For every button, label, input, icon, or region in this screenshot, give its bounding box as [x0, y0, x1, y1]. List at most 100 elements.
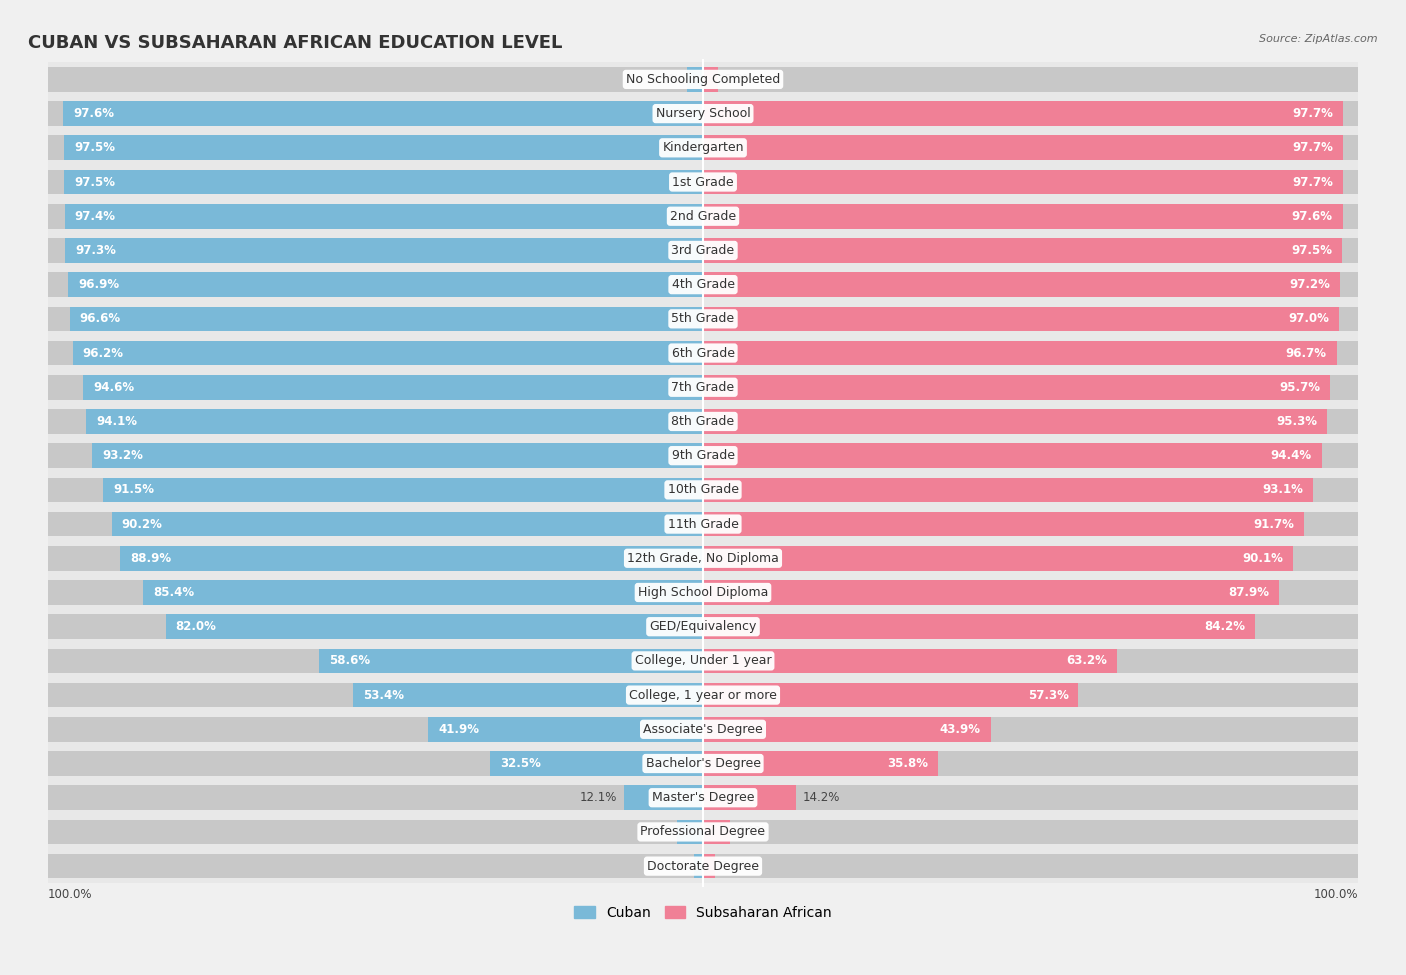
Text: 97.5%: 97.5% [75, 141, 115, 154]
Text: Source: ZipAtlas.com: Source: ZipAtlas.com [1260, 34, 1378, 44]
Text: 95.7%: 95.7% [1279, 381, 1320, 394]
Text: 96.9%: 96.9% [77, 278, 120, 292]
Bar [703, 204, 1343, 228]
Bar [48, 815, 1358, 849]
Bar [48, 439, 1358, 473]
Text: 2.5%: 2.5% [651, 73, 681, 86]
Bar [703, 820, 730, 844]
Bar [703, 306, 1358, 332]
Bar [48, 849, 1358, 883]
Text: CUBAN VS SUBSAHARAN AFRICAN EDUCATION LEVEL: CUBAN VS SUBSAHARAN AFRICAN EDUCATION LE… [28, 34, 562, 52]
Bar [703, 272, 1340, 297]
Bar [703, 786, 796, 810]
Bar [703, 444, 1322, 468]
Bar [48, 781, 1358, 815]
Bar [703, 478, 1313, 502]
Bar [48, 165, 1358, 199]
Bar [48, 854, 703, 878]
Bar [48, 712, 1358, 747]
Text: 93.2%: 93.2% [103, 449, 143, 462]
Text: 9th Grade: 9th Grade [672, 449, 734, 462]
Bar [48, 170, 703, 194]
Bar [48, 786, 703, 810]
Bar [48, 136, 703, 160]
Bar [703, 170, 1358, 194]
Bar [703, 614, 1254, 639]
Text: 58.6%: 58.6% [329, 654, 370, 668]
Text: 91.7%: 91.7% [1253, 518, 1294, 530]
Text: 90.2%: 90.2% [122, 518, 163, 530]
Bar [48, 238, 703, 262]
Bar [48, 546, 703, 570]
Bar [48, 575, 1358, 609]
Text: 97.0%: 97.0% [1288, 312, 1329, 326]
Bar [93, 444, 703, 468]
Text: 32.5%: 32.5% [501, 757, 541, 770]
Text: 57.3%: 57.3% [1028, 688, 1069, 702]
Text: 2nd Grade: 2nd Grade [669, 210, 737, 222]
Bar [48, 101, 703, 126]
Text: 2.3%: 2.3% [724, 73, 755, 86]
Text: Master's Degree: Master's Degree [652, 792, 754, 804]
Bar [703, 682, 1358, 708]
Text: 10th Grade: 10th Grade [668, 484, 738, 496]
Bar [48, 67, 703, 92]
Bar [703, 67, 718, 92]
Bar [703, 717, 991, 742]
Bar [70, 306, 703, 332]
Text: 87.9%: 87.9% [1227, 586, 1270, 599]
Bar [48, 272, 703, 297]
Bar [703, 580, 1279, 604]
Bar [703, 546, 1294, 570]
Bar [83, 375, 703, 400]
Bar [48, 580, 703, 604]
Bar [66, 238, 703, 262]
Bar [48, 340, 703, 366]
Text: 94.1%: 94.1% [96, 415, 138, 428]
Text: College, 1 year or more: College, 1 year or more [628, 688, 778, 702]
Bar [703, 614, 1358, 639]
Legend: Cuban, Subsaharan African: Cuban, Subsaharan African [568, 900, 838, 925]
Bar [48, 614, 703, 639]
Bar [48, 97, 1358, 131]
Text: 97.7%: 97.7% [1292, 141, 1333, 154]
Bar [676, 820, 703, 844]
Bar [491, 751, 703, 776]
Text: 100.0%: 100.0% [1313, 888, 1358, 901]
Text: High School Diploma: High School Diploma [638, 586, 768, 599]
Text: 8th Grade: 8th Grade [672, 415, 734, 428]
Bar [48, 306, 703, 332]
Bar [48, 473, 1358, 507]
Text: Associate's Degree: Associate's Degree [643, 722, 763, 736]
Bar [48, 301, 1358, 336]
Bar [703, 854, 1358, 878]
Text: GED/Equivalency: GED/Equivalency [650, 620, 756, 633]
Bar [63, 101, 703, 126]
Bar [104, 478, 703, 502]
Text: 63.2%: 63.2% [1066, 654, 1108, 668]
Bar [703, 306, 1339, 332]
Text: 97.7%: 97.7% [1292, 176, 1333, 188]
Text: 100.0%: 100.0% [48, 888, 93, 901]
Bar [112, 512, 703, 536]
Text: 5th Grade: 5th Grade [672, 312, 734, 326]
Bar [86, 410, 703, 434]
Bar [48, 820, 703, 844]
Text: 88.9%: 88.9% [131, 552, 172, 565]
Text: 6th Grade: 6th Grade [672, 346, 734, 360]
Bar [703, 580, 1358, 604]
Bar [48, 62, 1358, 97]
Text: Kindergarten: Kindergarten [662, 141, 744, 154]
Bar [703, 717, 1358, 742]
Text: Nursery School: Nursery School [655, 107, 751, 120]
Bar [48, 512, 703, 536]
Bar [624, 786, 703, 810]
Bar [48, 375, 703, 400]
Text: 43.9%: 43.9% [939, 722, 981, 736]
Bar [686, 67, 703, 92]
Bar [65, 204, 703, 228]
Bar [48, 541, 1358, 575]
Text: 12.1%: 12.1% [579, 792, 617, 804]
Bar [48, 682, 703, 708]
Bar [703, 751, 938, 776]
